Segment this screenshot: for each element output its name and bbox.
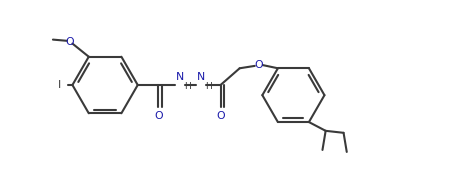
Text: O: O: [216, 111, 225, 121]
Text: H: H: [205, 82, 212, 91]
Text: N: N: [176, 72, 184, 82]
Text: O: O: [254, 60, 263, 70]
Text: O: O: [154, 111, 163, 121]
Text: O: O: [65, 37, 74, 47]
Text: H: H: [184, 82, 191, 91]
Text: I: I: [58, 80, 61, 90]
Text: N: N: [197, 72, 205, 82]
